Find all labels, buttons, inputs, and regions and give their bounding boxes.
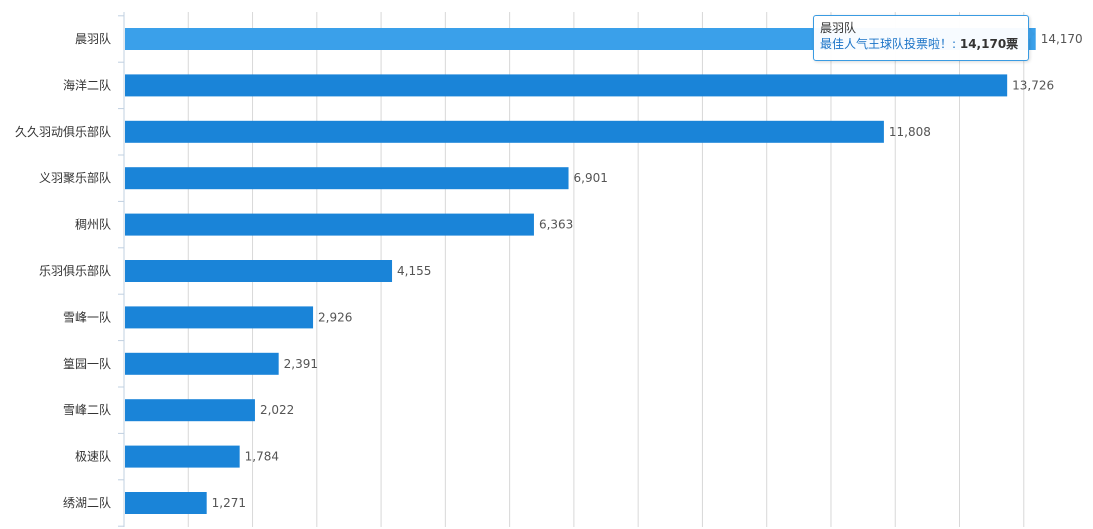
tooltip-title: 晨羽队 xyxy=(820,21,857,35)
category-label: 海洋二队 xyxy=(63,77,111,92)
data-label: 2,926 xyxy=(318,310,352,324)
data-label: 6,363 xyxy=(539,218,573,232)
bar xyxy=(125,399,255,422)
tooltip-series-line: 最佳人气王球队投票啦！: 14,170票 xyxy=(820,36,1022,53)
category-label: 稠州队 xyxy=(75,217,111,232)
category-label: 乐羽俱乐部队 xyxy=(39,263,111,278)
data-label: 4,155 xyxy=(397,264,431,278)
category-label: 雪峰二队 xyxy=(63,402,111,417)
data-label: 6,901 xyxy=(574,171,608,185)
category-label: 久久羽动俱乐部队 xyxy=(15,124,111,139)
data-label: 14,170 xyxy=(1041,32,1083,46)
bar xyxy=(125,260,393,282)
bar xyxy=(125,74,1008,97)
bar xyxy=(125,352,279,375)
bar xyxy=(125,213,534,236)
bar xyxy=(125,167,569,190)
grid-lines xyxy=(118,12,1025,527)
category-label: 义羽聚乐部队 xyxy=(39,170,111,185)
bar xyxy=(125,306,314,329)
bar xyxy=(125,492,207,514)
bar xyxy=(125,28,1036,50)
data-label: 1,271 xyxy=(212,496,246,510)
data-label: 2,022 xyxy=(260,403,294,417)
tooltip: 晨羽队 最佳人气王球队投票啦！: 14,170票 xyxy=(813,15,1035,61)
tooltip-series-label: 最佳人气王球队投票啦！: xyxy=(820,37,960,51)
bars xyxy=(125,28,1036,514)
data-label: 1,784 xyxy=(245,450,279,464)
bar xyxy=(125,445,240,468)
category-label: 绣湖二队 xyxy=(63,495,111,510)
category-label: 极速队 xyxy=(75,449,111,464)
data-label: 13,726 xyxy=(1012,78,1054,92)
tooltip-value: 14,170票 xyxy=(959,37,1019,51)
category-label: 篁园一队 xyxy=(63,356,111,371)
tooltip-arrow-icon xyxy=(1028,28,1035,40)
data-label: 2,391 xyxy=(284,357,318,371)
data-label: 11,808 xyxy=(889,125,931,139)
labels: 晨羽队 14,170 海洋二队 13,726 久久羽动俱乐部队 11,808 义羽聚乐部队 6… xyxy=(15,31,1083,510)
category-label: 晨羽队 xyxy=(75,31,111,46)
bar xyxy=(125,120,884,143)
category-label: 雪峰一队 xyxy=(63,309,111,324)
